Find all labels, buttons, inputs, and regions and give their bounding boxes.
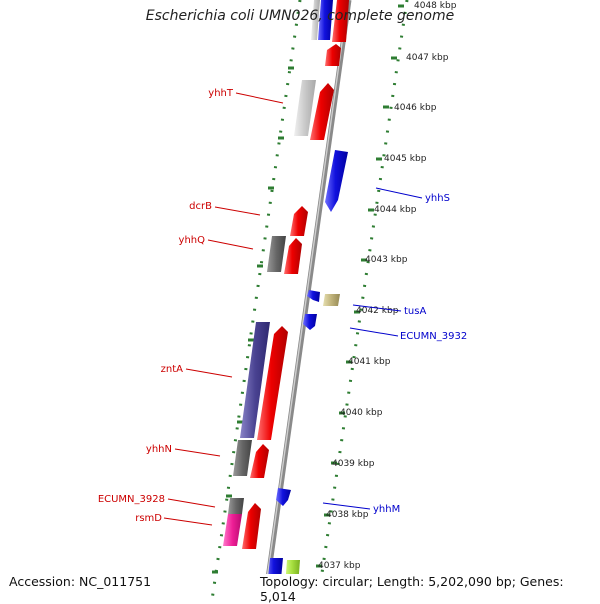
- scale-label-4046: 4046 kbp: [394, 103, 437, 113]
- gene-top-light: [311, 0, 320, 40]
- label-yhhN[interactable]: yhhN: [146, 444, 172, 455]
- accession-text: Accession: NC_011751: [7, 574, 154, 589]
- label-zntA[interactable]: zntA: [161, 364, 184, 375]
- genome-summary-text: Topology: circular; Length: 5,202,090 bp…: [258, 574, 600, 604]
- gene-ECUMN_3932: [303, 314, 317, 330]
- gene-top-red: [332, 0, 349, 42]
- reverse-gene-labels: yhhS tusA ECUMN_3932 yhhM: [322, 187, 467, 515]
- gene-yhhS: [325, 150, 348, 212]
- scale-label-4042: 4042 kbp: [356, 306, 399, 316]
- dotted-guide-lines: [210, 0, 409, 600]
- scale-label-4045: 4045 kbp: [384, 154, 427, 164]
- label-dcrB[interactable]: dcrB: [189, 201, 212, 212]
- scale-label-4048: 4048 kbp: [414, 1, 457, 11]
- gene-red-4047: [325, 44, 341, 66]
- scale-label-4041: 4041 kbp: [348, 357, 391, 367]
- label-yhhS[interactable]: yhhS: [425, 193, 450, 204]
- gene-zntA-red: [257, 326, 288, 440]
- gene-zntA-purple: [240, 322, 270, 438]
- scale-label-4039: 4039 kbp: [332, 459, 375, 469]
- label-ECUMN_3932[interactable]: ECUMN_3932: [400, 331, 467, 342]
- gene-yhhT-red: [310, 83, 334, 140]
- scale-label-4037: 4037 kbp: [318, 561, 361, 571]
- label-ECUMN_3928[interactable]: ECUMN_3928: [98, 494, 165, 505]
- gene-dcrB: [290, 206, 308, 236]
- gene-top-blue: [318, 0, 333, 40]
- label-rsmD[interactable]: rsmD: [135, 513, 162, 524]
- scale-label-4047: 4047 kbp: [406, 53, 449, 63]
- gene-rsmD-red: [242, 503, 261, 549]
- map-title: Escherichia coli UMN026, complete genome: [145, 8, 455, 24]
- gene-ECUMN_3928: [228, 498, 244, 514]
- gene-yhhM: [276, 488, 291, 506]
- scale-tick-marks: [316, 4, 404, 568]
- gene-tusA: [307, 290, 320, 302]
- gene-tusA-partner: [323, 294, 340, 306]
- gene-yhhN-grey: [233, 440, 252, 476]
- label-yhhM[interactable]: yhhM: [373, 504, 400, 515]
- scale-labels: 4048 kbp 4047 kbp 4046 kbp 4045 kbp 4044…: [318, 1, 457, 571]
- gene-yhhQ-red: [284, 238, 302, 274]
- label-tusA[interactable]: tusA: [404, 306, 426, 317]
- label-yhhQ[interactable]: yhhQ: [179, 235, 206, 246]
- left-major-ticks: [212, 66, 294, 574]
- forward-gene-labels: yhhT dcrB yhhQ zntA yhhN ECUMN_3928 rsmD: [98, 88, 284, 526]
- scale-label-4040: 4040 kbp: [340, 408, 383, 418]
- scale-label-4044: 4044 kbp: [374, 205, 417, 215]
- forward-strand-features: [223, 0, 349, 600]
- gene-rsmD-pink: [223, 514, 242, 546]
- gene-yhhQ-grey: [267, 236, 286, 272]
- gene-yhhT-grey: [294, 80, 316, 136]
- label-yhhT[interactable]: yhhT: [208, 88, 234, 99]
- gene-yhhN-red: [250, 444, 269, 478]
- scale-label-4043: 4043 kbp: [365, 255, 408, 265]
- scale-label-4038: 4038 kbp: [326, 510, 369, 520]
